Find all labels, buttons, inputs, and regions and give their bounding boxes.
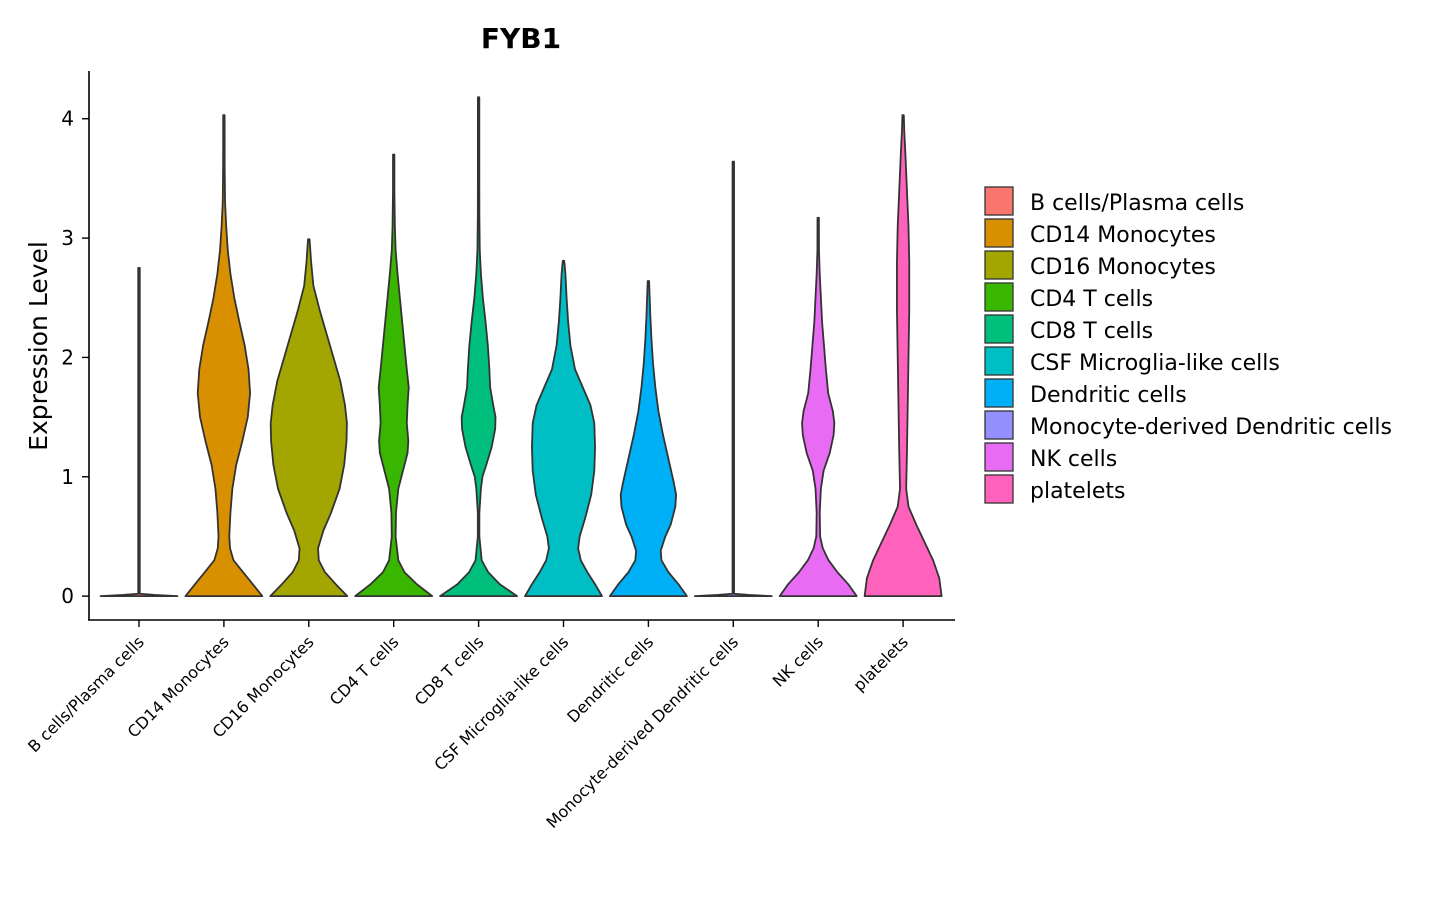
legend: B cells/Plasma cells CD14 Monocytes CD16 M…: [984, 186, 1392, 504]
violin-group: [99, 96, 943, 598]
violin-cd4-t-cells: [354, 153, 434, 598]
legend-label: NK cells: [1030, 447, 1117, 472]
legend-key-b-cells-plasma-cells: [984, 186, 1014, 216]
legend-label: CD14 Monocytes: [1030, 223, 1216, 248]
x-tick-label: CD8 T cells: [411, 632, 488, 709]
legend-label: Monocyte-derived Dendritic cells: [1030, 415, 1392, 440]
violin-b-cells-plasma-cells: [99, 267, 179, 598]
legend-key-cd16-monocytes: [984, 250, 1014, 280]
y-axis-label: Expression Level: [24, 241, 53, 451]
y-ticks: 0 1 2 3 4: [61, 107, 89, 608]
violin-cd8-t-cells: [439, 96, 518, 598]
legend-label: CD4 T cells: [1030, 287, 1153, 312]
violin-platelets: [863, 114, 943, 598]
x-tick-label: Dendritic cells: [563, 632, 657, 726]
violin-monocyte-derived-dendritic-cells: [693, 160, 773, 598]
legend-label: CD8 T cells: [1030, 319, 1153, 344]
legend-label: CSF Microglia-like cells: [1030, 351, 1280, 376]
legend-key-monocyte-derived-dendritic-cells: [984, 410, 1014, 440]
chart-title: FYB1: [481, 22, 561, 55]
violin-cd16-monocytes: [269, 238, 349, 598]
violin-dendritic-cells: [609, 280, 688, 598]
y-tick-label: 2: [61, 345, 74, 369]
x-tick-label: CD4 T cells: [326, 632, 403, 709]
violin-nk-cells: [778, 216, 858, 598]
legend-key-cd14-monocytes: [984, 218, 1014, 248]
legend-key-csf-microglia-like-cells: [984, 346, 1014, 376]
x-tick-label: Monocyte-derived Dendritic cells: [543, 632, 743, 832]
x-tick-label: platelets: [849, 632, 912, 695]
legend-key-platelets: [984, 474, 1014, 504]
x-tick-label: NK cells: [769, 632, 827, 690]
y-tick-label: 3: [61, 226, 74, 250]
legend-label: Dendritic cells: [1030, 383, 1187, 408]
x-tick-label: B cells/Plasma cells: [24, 632, 148, 756]
legend-key-dendritic-cells: [984, 378, 1014, 408]
violin-cd14-monocytes: [184, 114, 264, 598]
y-tick-label: 1: [61, 465, 74, 489]
violin-csf-microglia-like-cells: [524, 259, 603, 598]
legend-label: CD16 Monocytes: [1030, 255, 1216, 280]
legend-key-cd4-t-cells: [984, 282, 1014, 312]
legend-key-nk-cells: [984, 442, 1014, 472]
legend-label: B cells/Plasma cells: [1030, 191, 1244, 216]
y-tick-label: 4: [61, 107, 74, 131]
legend-key-cd8-t-cells: [984, 314, 1014, 344]
legend-label: platelets: [1030, 479, 1125, 504]
y-tick-label: 0: [61, 584, 74, 608]
